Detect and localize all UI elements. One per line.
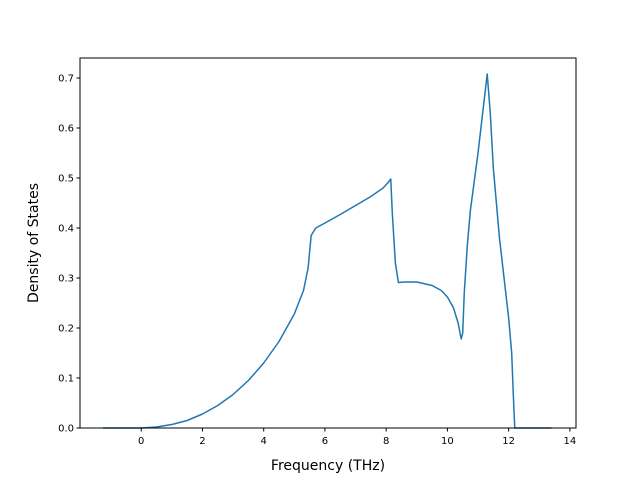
y-tick-label: 0.0: [58, 424, 74, 435]
y-tick-label: 0.4: [58, 224, 74, 235]
y-tick-label: 0.7: [58, 74, 74, 85]
y-axis-label: Density of States: [26, 183, 42, 303]
x-tick-label: 6: [322, 436, 328, 447]
x-tick-label: 0: [138, 436, 144, 447]
x-tick-label: 8: [383, 436, 389, 447]
x-tick-label: 10: [441, 436, 454, 447]
x-tick-label: 12: [502, 436, 515, 447]
x-tick-label: 4: [261, 436, 267, 447]
x-tick-label: 2: [199, 436, 205, 447]
dos-series-line: [102, 73, 552, 429]
y-tick-label: 0.6: [58, 124, 74, 135]
y-tick-label: 0.2: [58, 324, 74, 335]
y-tick-label: 0.3: [58, 274, 74, 285]
x-axis: 0 2 4 6 8 10 12 14: [138, 428, 576, 447]
y-tick-label: 0.5: [58, 174, 74, 185]
y-axis: 0.0 0.1 0.2 0.3 0.4 0.5 0.6 0.7: [58, 74, 80, 435]
y-tick-label: 0.1: [58, 374, 74, 385]
x-tick-label: 14: [564, 436, 577, 447]
axes-frame: [79, 57, 577, 429]
x-axis-label: Frequency (THz): [271, 458, 385, 474]
series-layer: [102, 73, 552, 429]
